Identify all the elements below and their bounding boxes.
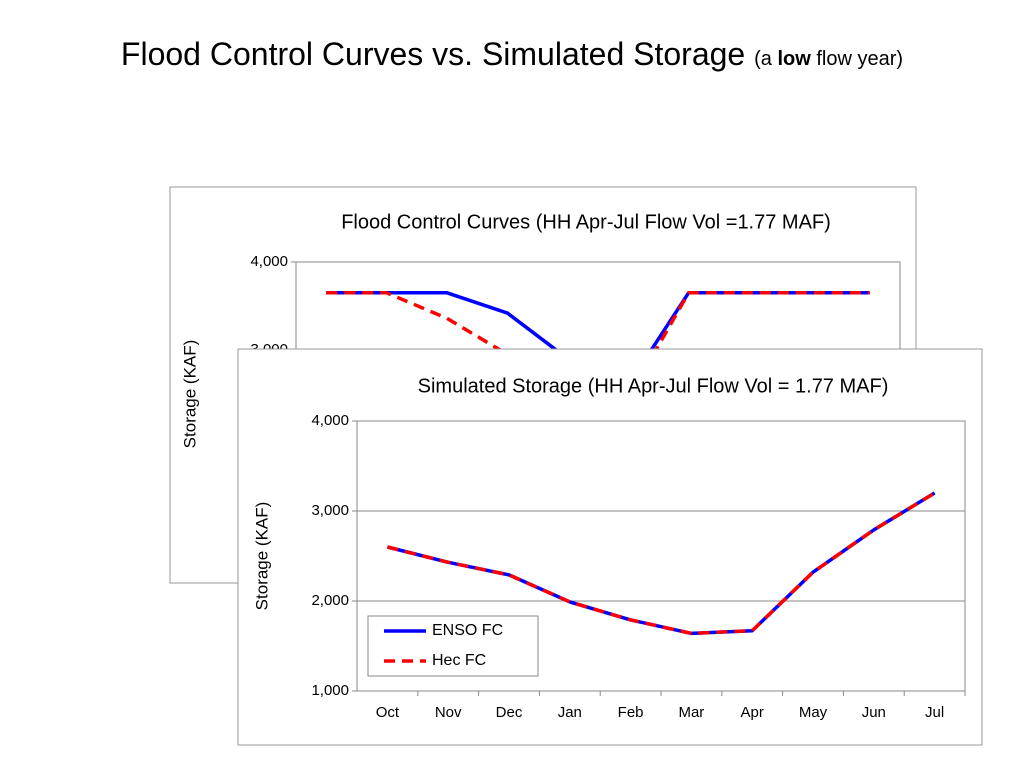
slide-title: Flood Control Curves vs. Simulated Stora… xyxy=(0,36,1024,73)
y-tick-label: 4,000 xyxy=(250,253,288,270)
x-tick-label: Jun xyxy=(862,704,886,721)
x-tick-label: Feb xyxy=(618,704,644,721)
sub-part: flow year) xyxy=(816,48,904,70)
chart-title: Simulated Storage (HH Apr-Jul Flow Vol =… xyxy=(418,375,889,397)
x-tick-label: Jul xyxy=(925,704,944,721)
y-tick-label: 2,000 xyxy=(311,592,349,609)
x-tick-label: Oct xyxy=(376,704,400,721)
x-tick-label: Apr xyxy=(741,704,764,721)
chart-title: Flood Control Curves (HH Apr-Jul Flow Vo… xyxy=(341,211,831,233)
x-tick-label: Nov xyxy=(435,704,462,721)
x-tick-label: May xyxy=(799,704,828,721)
y-tick-label: 3,000 xyxy=(311,502,349,519)
sub-part: (a xyxy=(754,48,772,70)
x-tick-label: Jan xyxy=(558,704,582,721)
y-tick-label: 4,000 xyxy=(311,412,349,429)
title-sub: (a low flow year) xyxy=(754,48,903,70)
x-tick-label: Mar xyxy=(678,704,704,721)
chart: Simulated Storage (HH Apr-Jul Flow Vol =… xyxy=(237,348,983,746)
legend-label: ENSO FC xyxy=(432,622,503,639)
sub-bold: low xyxy=(777,48,811,70)
y-axis-label: Storage (KAF) xyxy=(180,340,199,449)
series-line xyxy=(386,491,936,636)
y-axis-label: Storage (KAF) xyxy=(252,502,271,611)
title-main: Flood Control Curves vs. Simulated Stora… xyxy=(120,36,746,72)
legend-label: Hec FC xyxy=(432,652,486,669)
y-tick-label: 1,000 xyxy=(311,682,349,699)
chart-frame xyxy=(237,348,983,746)
legend-box xyxy=(367,615,539,677)
x-tick-label: Dec xyxy=(496,704,523,721)
